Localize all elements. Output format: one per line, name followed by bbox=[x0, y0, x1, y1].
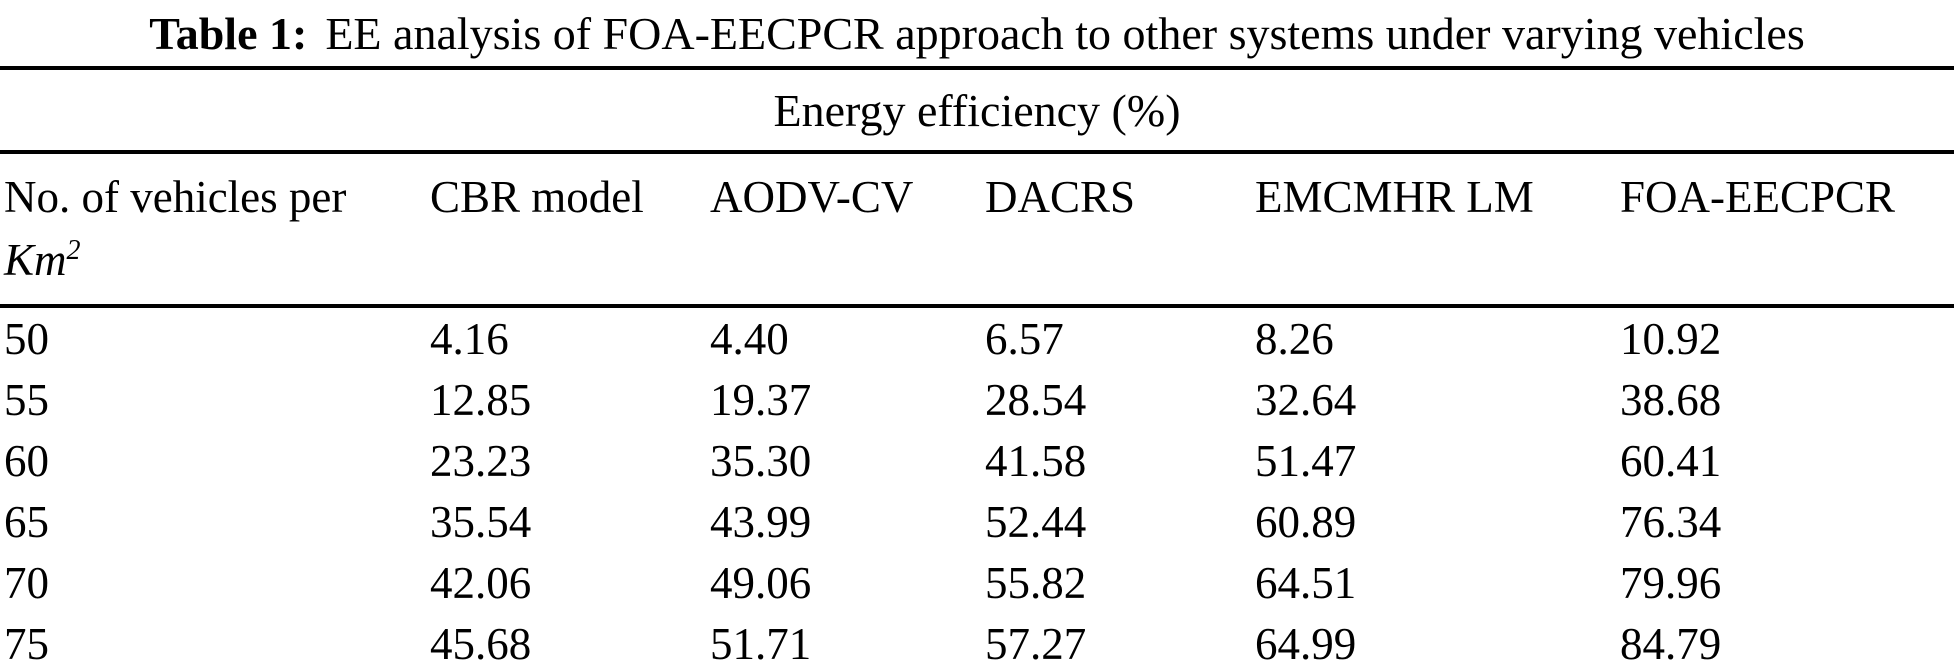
superscript-2: 2 bbox=[66, 235, 81, 266]
span-header-energy-efficiency: Energy efficiency (%) bbox=[0, 68, 1954, 154]
value-cell: 49.06 bbox=[710, 557, 812, 608]
table-row: 50 4.16 4.40 6.57 8.26 10.92 bbox=[0, 306, 1954, 369]
value-cell: 10.92 bbox=[1620, 313, 1722, 364]
span-header-row: Energy efficiency (%) bbox=[0, 68, 1954, 154]
row-label: 75 bbox=[4, 618, 49, 669]
column-header-vehicles-line1: No. of vehicles per bbox=[4, 172, 347, 222]
value-cell: 52.44 bbox=[985, 496, 1087, 547]
data-table: Energy efficiency (%) No. of vehicles pe… bbox=[0, 66, 1954, 671]
value-cell: 57.27 bbox=[985, 618, 1087, 669]
column-header-dacrs: DACRS bbox=[985, 152, 1255, 308]
value-cell: 4.40 bbox=[710, 313, 789, 364]
value-cell: 19.37 bbox=[710, 374, 812, 425]
value-cell: 12.85 bbox=[430, 374, 532, 425]
value-cell: 64.51 bbox=[1255, 557, 1357, 608]
table-row: 75 45.68 51.71 57.27 64.99 84.79 bbox=[0, 613, 1954, 671]
row-label: 65 bbox=[4, 496, 49, 547]
value-cell: 35.30 bbox=[710, 435, 812, 486]
row-label: 70 bbox=[4, 557, 49, 608]
value-cell: 35.54 bbox=[430, 496, 532, 547]
table-row: 65 35.54 43.99 52.44 60.89 76.34 bbox=[0, 491, 1954, 552]
row-label: 50 bbox=[4, 313, 49, 364]
value-cell: 64.99 bbox=[1255, 618, 1357, 669]
table-caption-text: EE analysis of FOA-EECPCR approach to ot… bbox=[325, 7, 1805, 59]
value-cell: 42.06 bbox=[430, 557, 532, 608]
value-cell: 4.16 bbox=[430, 313, 509, 364]
value-cell: 41.58 bbox=[985, 435, 1087, 486]
table-row: 55 12.85 19.37 28.54 32.64 38.68 bbox=[0, 369, 1954, 430]
value-cell: 23.23 bbox=[430, 435, 532, 486]
value-cell: 6.57 bbox=[985, 313, 1064, 364]
column-header-vehicles-per-km2: No. of vehicles per Km2 bbox=[0, 152, 430, 308]
table-row: 70 42.06 49.06 55.82 64.51 79.96 bbox=[0, 552, 1954, 613]
value-cell: 60.89 bbox=[1255, 496, 1357, 547]
row-label: 60 bbox=[4, 435, 49, 486]
table-caption: Table 1: EE analysis of FOA-EECPCR appro… bbox=[0, 0, 1954, 66]
column-header-emcmhr-lm: EMCMHR LM bbox=[1255, 152, 1620, 308]
value-cell: 32.64 bbox=[1255, 374, 1357, 425]
value-cell: 76.34 bbox=[1620, 496, 1722, 547]
value-cell: 51.47 bbox=[1255, 435, 1357, 486]
column-header-foa-eecpcr: FOA-EECPCR bbox=[1620, 152, 1954, 308]
value-cell: 55.82 bbox=[985, 557, 1087, 608]
row-label: 55 bbox=[4, 374, 49, 425]
column-header-row: No. of vehicles per Km2 CBR model AODV-C… bbox=[0, 152, 1954, 308]
value-cell: 43.99 bbox=[710, 496, 812, 547]
km-squared-unit: Km2 bbox=[4, 235, 81, 285]
table-caption-number: Table 1: bbox=[149, 7, 308, 59]
value-cell: 8.26 bbox=[1255, 313, 1334, 364]
value-cell: 28.54 bbox=[985, 374, 1087, 425]
value-cell: 79.96 bbox=[1620, 557, 1722, 608]
column-header-cbr-model: CBR model bbox=[430, 152, 710, 308]
value-cell: 38.68 bbox=[1620, 374, 1722, 425]
table-row: 60 23.23 35.30 41.58 51.47 60.41 bbox=[0, 430, 1954, 491]
value-cell: 60.41 bbox=[1620, 435, 1722, 486]
column-header-aodv-cv: AODV-CV bbox=[710, 152, 985, 308]
value-cell: 84.79 bbox=[1620, 618, 1722, 669]
value-cell: 45.68 bbox=[430, 618, 532, 669]
value-cell: 51.71 bbox=[710, 618, 812, 669]
